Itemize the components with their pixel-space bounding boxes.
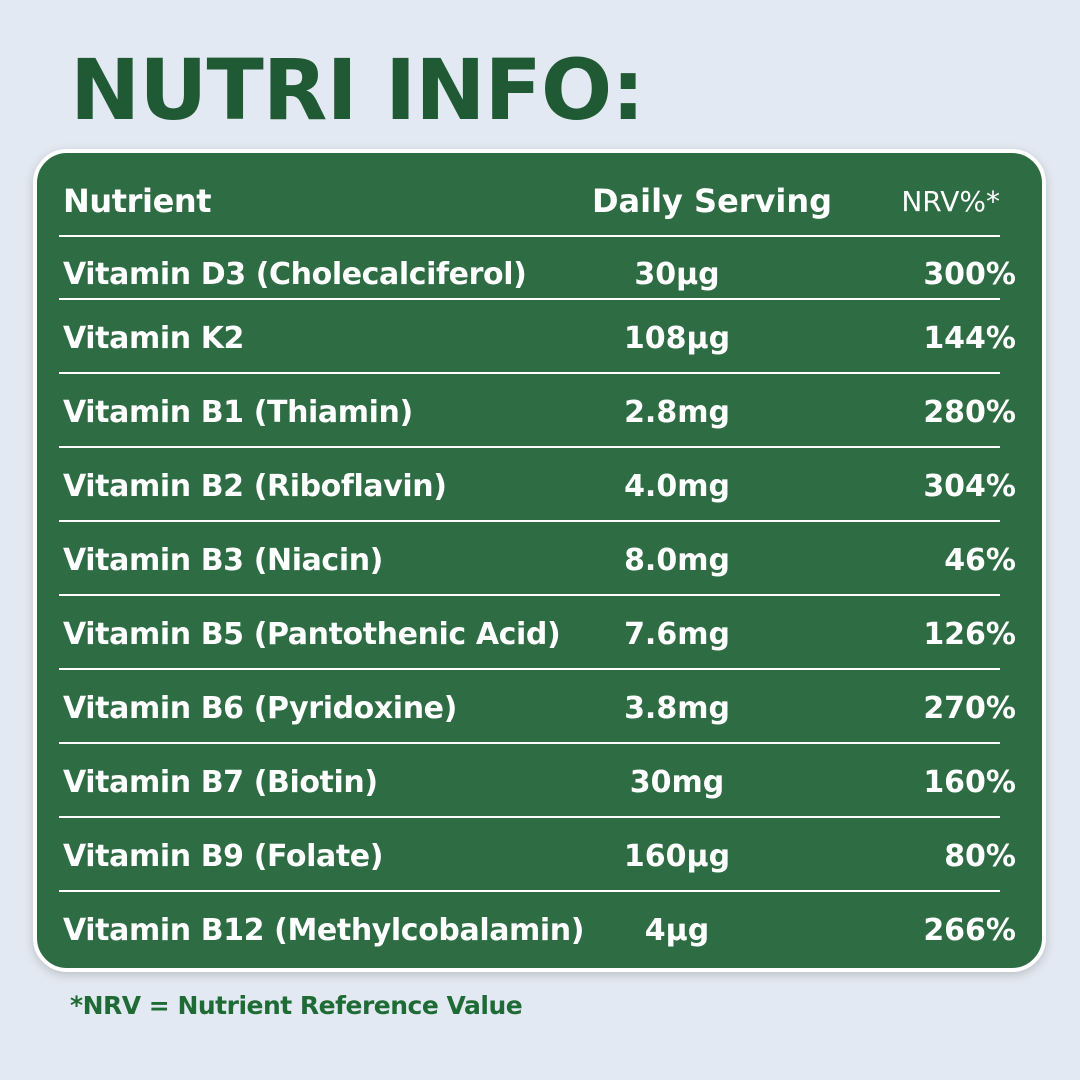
header-nutrient: Nutrient xyxy=(63,182,212,220)
nrv-percent: 300% xyxy=(923,256,1016,292)
row-divider xyxy=(59,298,1000,300)
table-row: Vitamin B1 (Thiamin) 2.8mg 280% xyxy=(37,375,1042,449)
row-divider xyxy=(59,372,1000,374)
nutrient-name: Vitamin D3 (Cholecalciferol) xyxy=(63,256,527,292)
header-divider xyxy=(59,235,1000,237)
row-divider xyxy=(59,594,1000,596)
page-title: NUTRI INFO: xyxy=(70,41,645,139)
nutrient-name: Vitamin K2 xyxy=(63,320,245,356)
nutrient-name: Vitamin B12 (Methylcobalamin) xyxy=(63,912,585,948)
header-nrv: NRV%* xyxy=(901,184,1000,218)
daily-serving-value: 3.8mg xyxy=(624,690,730,726)
row-divider xyxy=(59,890,1000,892)
nutrient-name: Vitamin B3 (Niacin) xyxy=(63,542,383,578)
table-row: Vitamin B7 (Biotin) 30mg 160% xyxy=(37,745,1042,819)
row-divider xyxy=(59,668,1000,670)
table-row: Vitamin B6 (Pyridoxine) 3.8mg 270% xyxy=(37,671,1042,745)
nrv-percent: 304% xyxy=(923,468,1016,504)
nutrient-name: Vitamin B6 (Pyridoxine) xyxy=(63,690,457,726)
table-row: Vitamin B5 (Pantothenic Acid) 7.6mg 126% xyxy=(37,597,1042,671)
daily-serving-value: 30mg xyxy=(629,764,725,800)
daily-serving-value: 7.6mg xyxy=(624,616,730,652)
daily-serving-value: 4µg xyxy=(644,912,710,948)
table-header-row: Nutrient Daily Serving NRV%* xyxy=(37,163,1042,239)
nrv-percent: 46% xyxy=(944,542,1016,578)
daily-serving-value: 30µg xyxy=(634,256,720,292)
nutrient-name: Vitamin B2 (Riboflavin) xyxy=(63,468,447,504)
nrv-percent: 266% xyxy=(923,912,1016,948)
table-row: Vitamin B3 (Niacin) 8.0mg 46% xyxy=(37,523,1042,597)
row-divider xyxy=(59,816,1000,818)
footnote: *NRV = Nutrient Reference Value xyxy=(70,991,523,1020)
nutrient-name: Vitamin B1 (Thiamin) xyxy=(63,394,413,430)
daily-serving-value: 4.0mg xyxy=(624,468,730,504)
table-row: Vitamin B12 (Methylcobalamin) 4µg 266% xyxy=(37,893,1042,967)
nutrition-table: Nutrient Daily Serving NRV%* Vitamin D3 … xyxy=(33,149,1046,972)
daily-serving-value: 160µg xyxy=(623,838,731,874)
nrv-percent: 160% xyxy=(923,764,1016,800)
nrv-percent: 126% xyxy=(923,616,1016,652)
nrv-percent: 80% xyxy=(944,838,1016,874)
nrv-percent: 144% xyxy=(923,320,1016,356)
nrv-percent: 280% xyxy=(923,394,1016,430)
table-row: Vitamin D3 (Cholecalciferol) 30µg 300% xyxy=(37,237,1042,311)
table-row: Vitamin K2 108µg 144% xyxy=(37,301,1042,375)
row-divider xyxy=(59,446,1000,448)
daily-serving-value: 8.0mg xyxy=(624,542,730,578)
table-row: Vitamin B2 (Riboflavin) 4.0mg 304% xyxy=(37,449,1042,523)
nutrient-name: Vitamin B7 (Biotin) xyxy=(63,764,378,800)
daily-serving-value: 2.8mg xyxy=(624,394,730,430)
row-divider xyxy=(59,520,1000,522)
nrv-percent: 270% xyxy=(923,690,1016,726)
daily-serving-value: 108µg xyxy=(623,320,731,356)
nutrient-name: Vitamin B9 (Folate) xyxy=(63,838,384,874)
table-row: Vitamin B9 (Folate) 160µg 80% xyxy=(37,819,1042,893)
nutrient-name: Vitamin B5 (Pantothenic Acid) xyxy=(63,616,561,652)
row-divider xyxy=(59,742,1000,744)
header-daily-serving-label: Daily Serving xyxy=(591,182,833,220)
